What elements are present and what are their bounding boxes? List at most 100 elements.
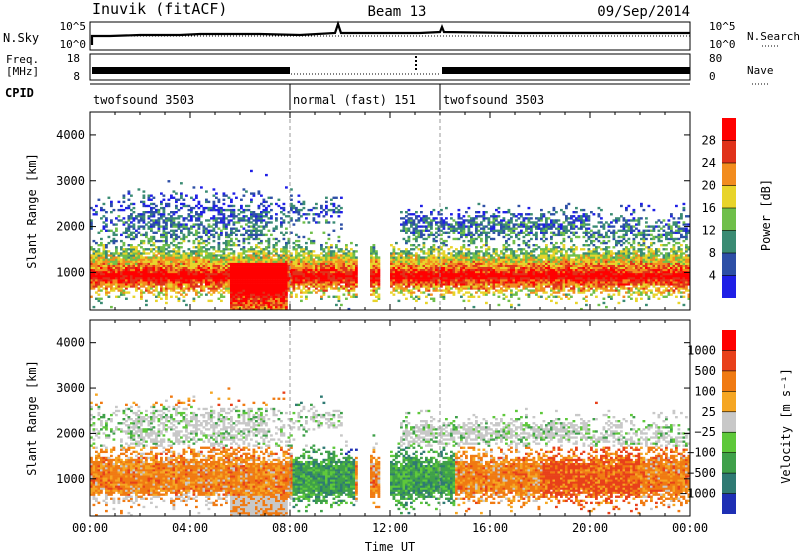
- heatmap-cell: [150, 264, 153, 267]
- heatmap-cell: [300, 281, 303, 284]
- heatmap-cell: [347, 291, 351, 294]
- heatmap-cell: [240, 219, 243, 222]
- heatmap-cell: [100, 279, 103, 282]
- heatmap-cell: [230, 307, 233, 311]
- heatmap-cell: [420, 279, 423, 282]
- heatmap-cell: [417, 287, 421, 290]
- heatmap-cell: [417, 262, 421, 265]
- heatmap-cell: [262, 279, 266, 282]
- heatmap-cell: [100, 283, 103, 286]
- heatmap-cell: [397, 291, 401, 294]
- heatmap-cell: [195, 223, 198, 226]
- heatmap-cell: [182, 287, 186, 290]
- heatmap-cell: [115, 295, 118, 298]
- heatmap-cell: [230, 266, 233, 270]
- heatmap-cell: [150, 291, 153, 294]
- heatmap-cell: [165, 268, 168, 272]
- heatmap-cell: [185, 264, 188, 267]
- heatmap-cell: [227, 277, 231, 280]
- heatmap-cell: [337, 295, 341, 298]
- heatmap-cell: [475, 272, 478, 276]
- heatmap-cell: [340, 258, 343, 261]
- heatmap-cell: [90, 283, 93, 286]
- heatmap-cell: [240, 270, 243, 274]
- heatmap-cell: [147, 196, 151, 199]
- heatmap-cell: [260, 277, 263, 280]
- heatmap-cell: [312, 217, 316, 220]
- heatmap-cell: [475, 215, 478, 218]
- heatmap-cell: [305, 272, 308, 276]
- heatmap-cell: [150, 287, 153, 290]
- heatmap-cell: [460, 270, 463, 274]
- heatmap-cell: [297, 266, 301, 270]
- heatmap-cell: [375, 279, 378, 282]
- heatmap-cell: [260, 297, 263, 300]
- heatmap-cell: [252, 215, 256, 218]
- heatmap-cell: [352, 252, 356, 255]
- heatmap-cell: [402, 256, 406, 259]
- heatmap-cell: [390, 279, 393, 282]
- heatmap-cell: [297, 258, 301, 261]
- heatmap-cell: [175, 200, 178, 204]
- heatmap-cell: [270, 291, 273, 294]
- heatmap-cell: [145, 211, 148, 214]
- heatmap-cell: [395, 283, 398, 286]
- heatmap-cell: [255, 260, 258, 263]
- heatmap-cell: [407, 229, 411, 232]
- heatmap-cell: [420, 248, 423, 251]
- heatmap-cell: [280, 270, 283, 274]
- heatmap-cell: [130, 225, 133, 228]
- heatmap-cell: [230, 258, 233, 261]
- heatmap-cell: [485, 250, 488, 253]
- heatmap-cell: [180, 202, 183, 206]
- heatmap-cell: [182, 219, 186, 222]
- heatmap-cell: [495, 264, 498, 267]
- heatmap-cell: [287, 277, 291, 280]
- heatmap-cell: [245, 277, 248, 280]
- heatmap-cell: [230, 303, 233, 307]
- heatmap-cell: [467, 283, 471, 286]
- heatmap-cell: [187, 213, 191, 216]
- heatmap-cell: [125, 206, 128, 210]
- heatmap-cell: [175, 229, 178, 232]
- heatmap-cell: [392, 287, 396, 290]
- heatmap-cell: [202, 229, 206, 232]
- heatmap-cell: [317, 262, 321, 265]
- heatmap-cell: [102, 215, 106, 218]
- heatmap-cell: [430, 281, 433, 284]
- heatmap-cell: [310, 208, 313, 212]
- heatmap-cell: [225, 227, 228, 230]
- heatmap-cell: [455, 248, 458, 251]
- heatmap-cell: [140, 272, 143, 276]
- heatmap-cell: [322, 285, 326, 288]
- heatmap-cell: [255, 217, 258, 220]
- heatmap-cell: [277, 297, 281, 300]
- heatmap-cell: [245, 219, 248, 222]
- heatmap-cell: [405, 283, 408, 286]
- heatmap-cell: [160, 289, 163, 292]
- heatmap-cell: [100, 262, 103, 265]
- heatmap-cell: [145, 256, 148, 259]
- heatmap-cell: [290, 231, 293, 234]
- heatmap-cell: [185, 258, 188, 261]
- heatmap-cell: [200, 221, 203, 224]
- heatmap-cell: [422, 272, 426, 276]
- heatmap-cell: [425, 274, 428, 278]
- heatmap-cell: [262, 208, 266, 212]
- heatmap-cell: [350, 283, 353, 286]
- heatmap-cell: [282, 287, 286, 290]
- heatmap-cell: [277, 239, 281, 243]
- heatmap-cell: [97, 279, 101, 282]
- heatmap-cell: [122, 200, 126, 204]
- heatmap-cell: [205, 260, 208, 263]
- heatmap-cell: [150, 239, 153, 243]
- heatmap-cell: [282, 289, 286, 292]
- heatmap-cell: [262, 266, 266, 270]
- heatmap-cell: [320, 266, 323, 270]
- heatmap-cell: [332, 254, 336, 257]
- heatmap-cell: [415, 299, 418, 303]
- heatmap-cell: [225, 264, 228, 267]
- heatmap-cell: [262, 297, 266, 300]
- heatmap-cell: [205, 190, 208, 193]
- heatmap-cell: [252, 233, 256, 237]
